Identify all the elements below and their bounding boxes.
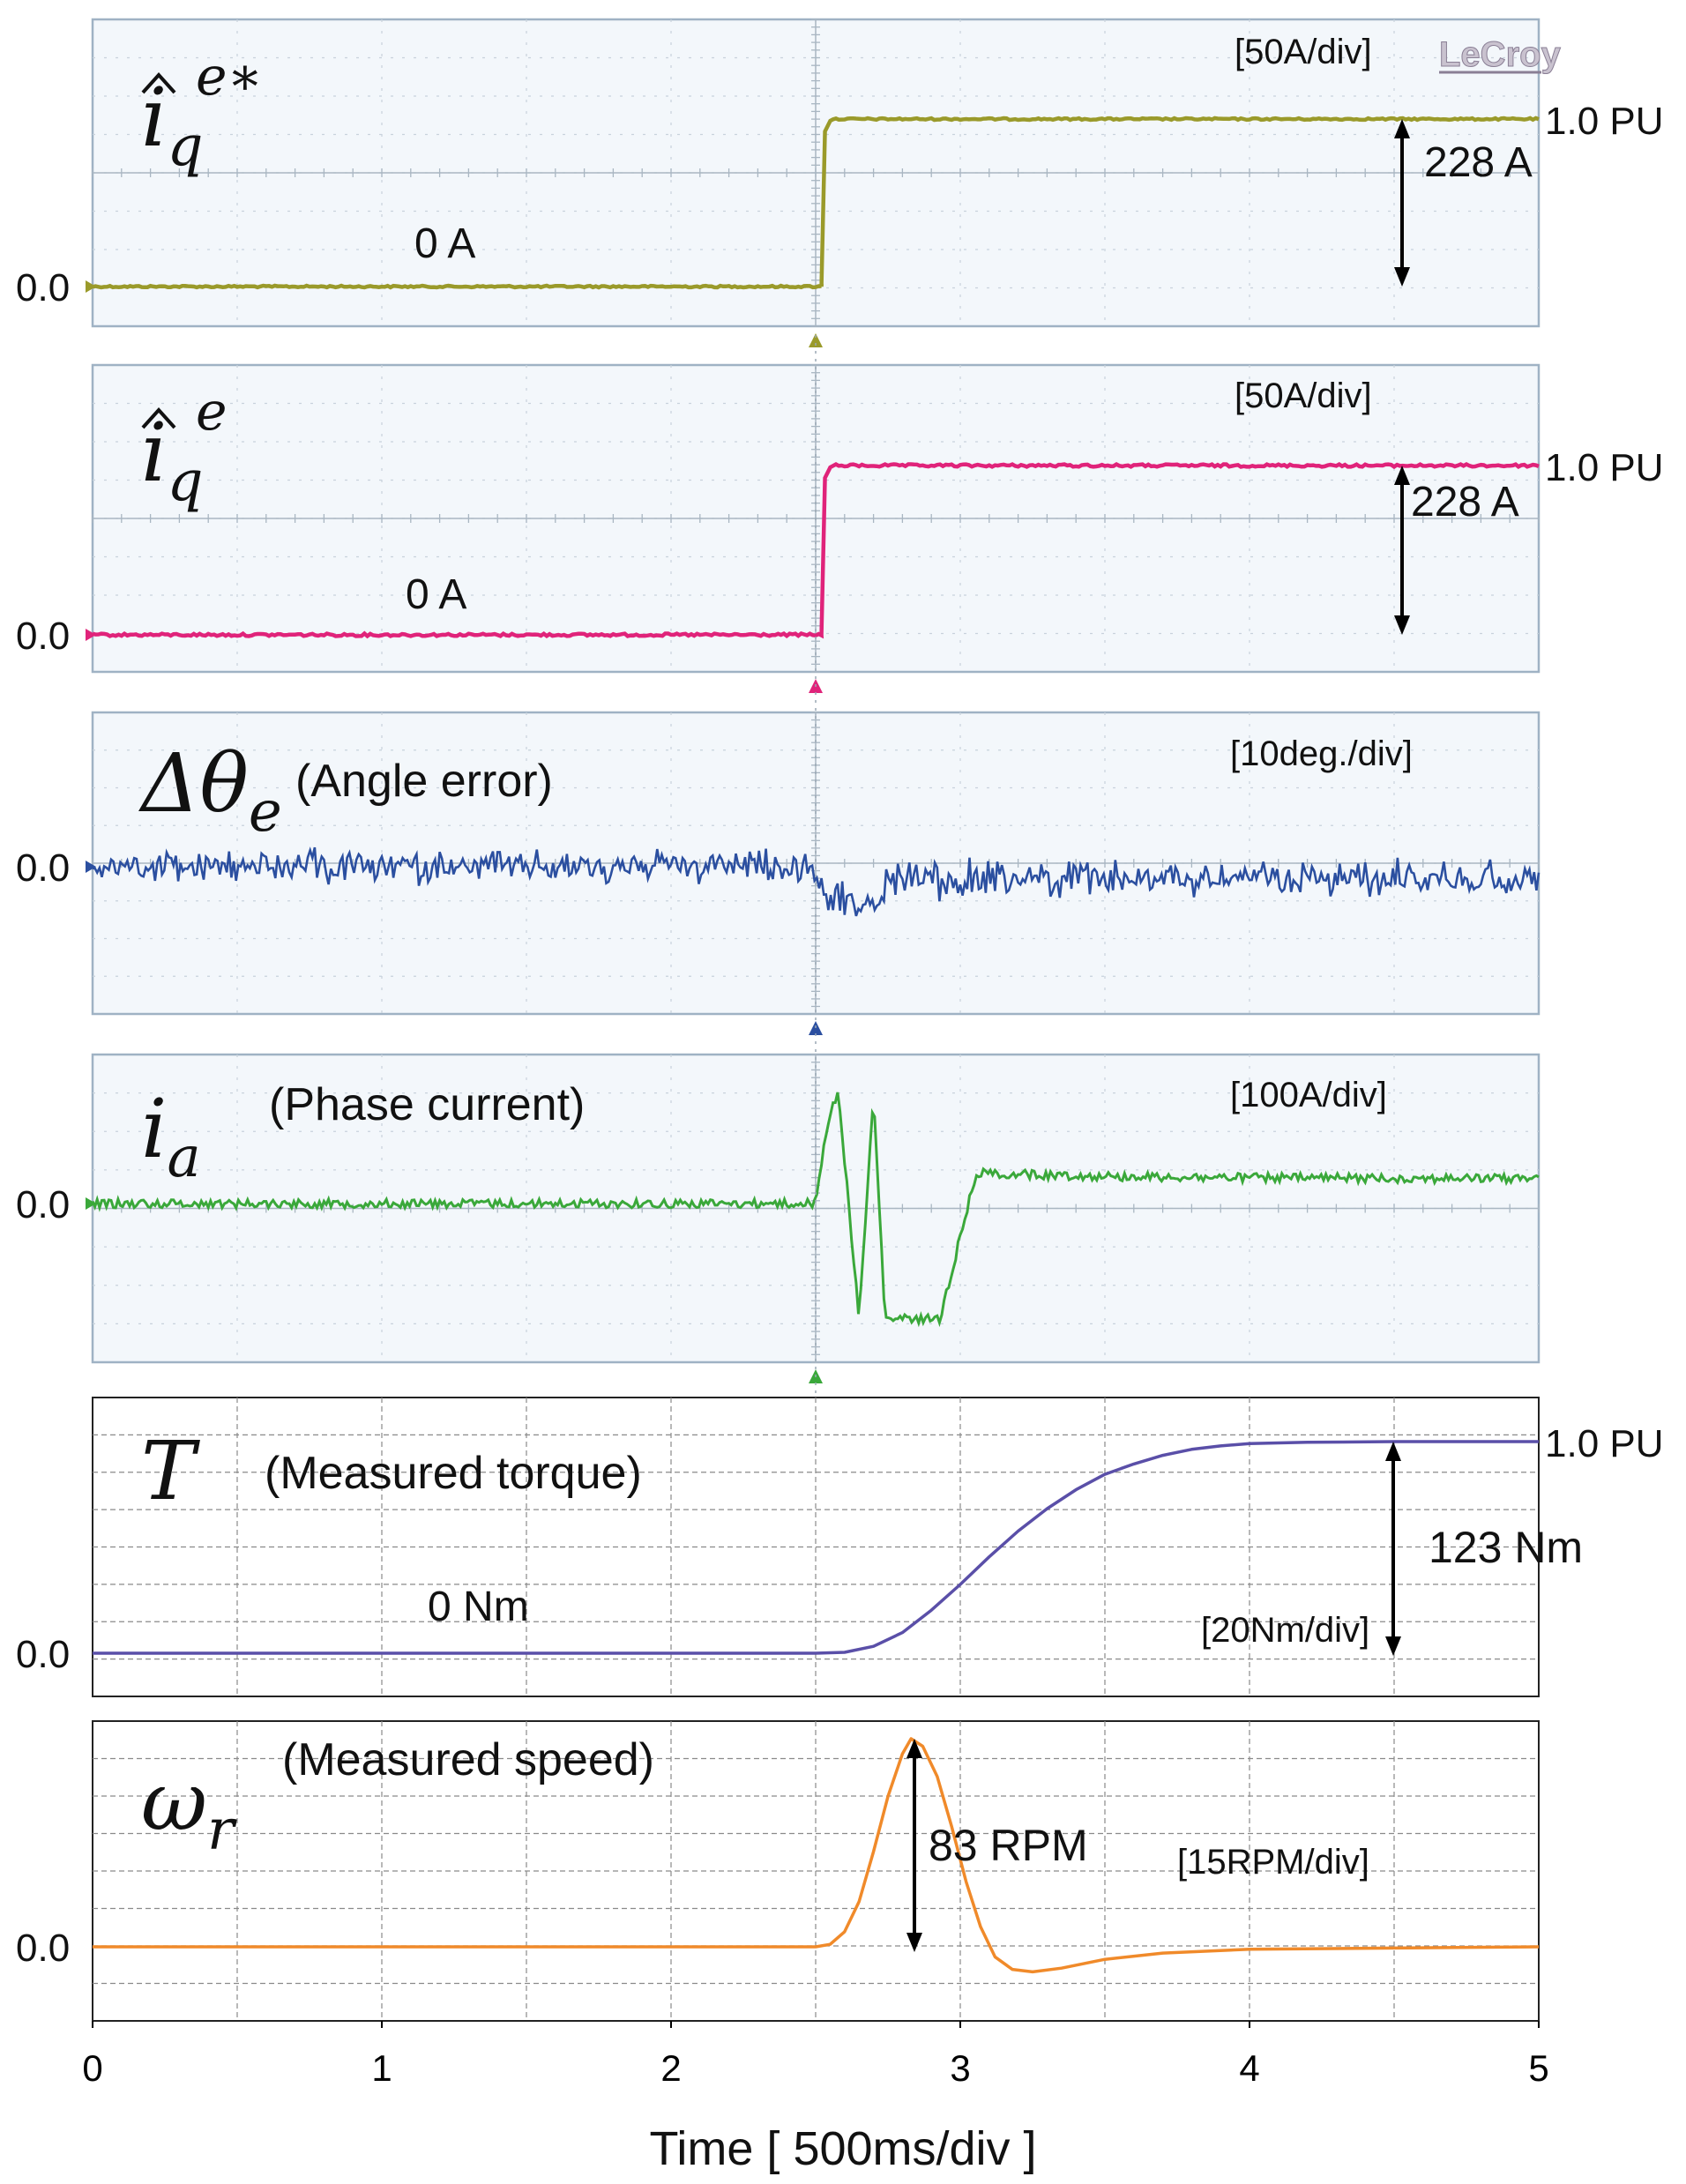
zero-label: 0.0 [16, 266, 70, 309]
panel-grid [93, 1721, 1539, 2021]
zero-label: 0.0 [16, 615, 70, 658]
ground-marker [86, 280, 96, 293]
panel-label: (Measured speed) [282, 1734, 654, 1785]
x-tick-label: 1 [371, 2047, 392, 2089]
panel-grid [92, 19, 1540, 327]
trace-angle_error [92, 846, 1541, 917]
symbol-subscript: e [249, 779, 282, 845]
symbol-main: i [141, 1082, 167, 1176]
symbol-superscript: e [196, 381, 228, 443]
x-tick-label: 5 [1528, 2047, 1548, 2089]
scale-label: [100A/div] [1230, 1076, 1387, 1114]
peak-magnitude-label: 83 RPM [929, 1821, 1088, 1870]
symbol-main: i [141, 71, 167, 165]
panel-iqe: 0.0 1.0 PU [50A/div] iqe 0 A 228 A [16, 363, 1664, 693]
symbol-iqe: iqe [141, 381, 228, 514]
panel-label: (Phase current) [269, 1079, 585, 1130]
symbol-torque: T [141, 1424, 200, 1518]
step-magnitude-label: 123 Nm [1429, 1523, 1583, 1572]
initial-value-label: 0 Nm [428, 1584, 529, 1630]
scale-label: [50A/div] [1235, 376, 1372, 415]
magnitude-arrow [1385, 1442, 1401, 1656]
level-label: 1.0 PU [1545, 1422, 1664, 1465]
symbol-speed: ωr [141, 1755, 237, 1863]
step-magnitude-label: 228 A [1424, 139, 1533, 186]
trace-speed [93, 1737, 1540, 1974]
scale-label: [10deg./div] [1230, 734, 1413, 773]
scope-brand-logo: LeCroy [1439, 35, 1562, 74]
zero-label: 0.0 [16, 1183, 70, 1226]
symbol-angle_error: Δθe [138, 736, 282, 845]
initial-value-label: 0 A [406, 571, 466, 618]
scale-label: [15RPM/div] [1177, 1843, 1369, 1882]
panel-phase_current: 0.0 [100A/div] ia (Phase current) [16, 1053, 1541, 1383]
level-label: 1.0 PU [1545, 446, 1664, 489]
panel-label: (Measured torque) [265, 1448, 642, 1499]
symbol-main: ω [141, 1755, 207, 1849]
trace-iqe_ref [92, 116, 1540, 290]
x-tick-label: 0 [82, 2047, 102, 2089]
trace-iqe [92, 461, 1540, 639]
symbol-main: Δθ [138, 736, 249, 831]
symbol-subscript: q [167, 114, 203, 179]
panel-speed: 0.0 [15RPM/div] ωr (Measured speed) 83 RPM [16, 1720, 1540, 2022]
x-axis-label: Time [ 500ms/div ] [649, 2122, 1036, 2175]
magnitude-arrow [906, 1739, 922, 1952]
level-label: 1.0 PU [1545, 100, 1664, 143]
symbol-superscript: e∗ [196, 46, 263, 108]
panel-torque: 0.0 1.0 PU [20Nm/div] T (Measured torque) 0 N… [16, 1397, 1664, 1697]
symbol-subscript: q [167, 449, 203, 514]
step-magnitude-label: 228 A [1411, 479, 1519, 526]
symbol-phase_current: ia [141, 1082, 201, 1190]
x-tick-label: 4 [1239, 2047, 1259, 2089]
symbol-iqe_ref: iqe∗ [141, 46, 263, 179]
hat-accent [141, 407, 176, 429]
zero-label: 0.0 [16, 846, 70, 890]
symbol-main: i [141, 406, 167, 500]
ground-marker [86, 861, 96, 873]
zero-label: 0.0 [16, 1633, 70, 1676]
panel-iqe_ref: 0.0 1.0 PU [50A/div] iqe∗ 0 A 228 A [16, 18, 1664, 347]
initial-value-label: 0 A [414, 220, 475, 267]
trigger-marker [809, 333, 823, 347]
x-tick-label: 2 [660, 2047, 681, 2089]
symbol-main: T [141, 1424, 200, 1518]
symbol-subscript: a [167, 1125, 200, 1190]
scale-label: [20Nm/div] [1201, 1611, 1369, 1650]
zero-label: 0.0 [16, 1927, 70, 1970]
trace-torque [93, 1440, 1539, 1655]
trace-phase_current [91, 1092, 1540, 1328]
panel-label: (Angle error) [295, 756, 553, 807]
scale-label: [50A/div] [1235, 33, 1372, 71]
panel-angle_error: 0.0 [10deg./div] Δθe (Angle error) [16, 711, 1541, 1035]
symbol-subscript: r [207, 1798, 237, 1863]
ground-marker [86, 1197, 96, 1210]
panel-grid [93, 1398, 1539, 1696]
hat-accent [141, 72, 176, 94]
magnitude-arrow [1394, 119, 1410, 287]
x-tick-label: 3 [950, 2047, 970, 2089]
magnitude-arrow [1394, 466, 1410, 635]
ground-marker [86, 629, 96, 641]
